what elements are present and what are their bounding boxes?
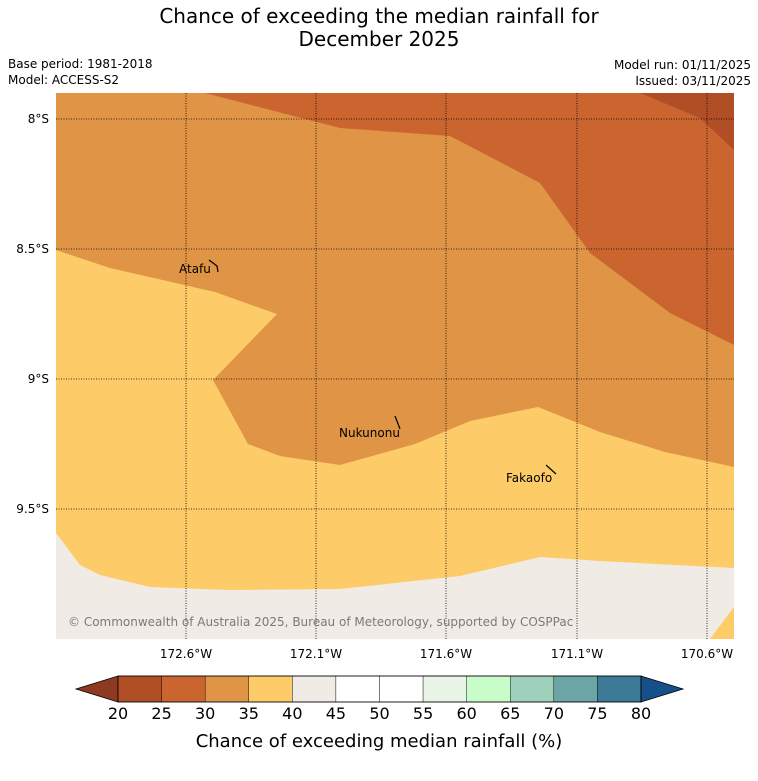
place-label-atafu: Atafu (179, 262, 211, 276)
colorbar-tick-30: 30 (194, 704, 216, 723)
colorbar-tick-70: 70 (543, 704, 564, 723)
fakaofo-island-shape (545, 464, 557, 475)
copyright-text: © Commonwealth of Australia 2025, Bureau… (68, 615, 573, 629)
region-35-40-corner (710, 607, 734, 639)
lon-label-170-6w: 170.6°W (680, 647, 734, 661)
colorbar-extend-under (74, 675, 119, 703)
lon-label-171-6w: 171.6°W (419, 647, 473, 661)
region-20-25-upper (205, 93, 734, 345)
map-area (56, 93, 734, 639)
colorbar-segment-35-40 (248, 675, 293, 703)
lat-label-9s: 9°S (27, 372, 49, 386)
colorbar-tick-20: 20 (107, 704, 129, 723)
colorbar-tick-60: 60 (456, 704, 477, 723)
model-run: Model run: 01/11/2025 (613, 58, 751, 72)
colorbar-tick-55: 55 (412, 704, 434, 723)
lon-label-172-6w: 172.6°W (159, 647, 213, 661)
colorbar-tick-50: 50 (369, 704, 390, 723)
colorbar-segment-75-80 (597, 675, 642, 703)
map-title: Chance of exceeding the median rainfall … (0, 5, 758, 51)
meta-left: Base period: 1981-2018 Model: ACCESS-S2 (8, 56, 153, 88)
gridlines (56, 93, 734, 639)
colorbar-tick-40: 40 (282, 704, 303, 723)
lon-label-172-1w: 172.1°W (289, 647, 343, 661)
region-40-45-south (56, 533, 734, 639)
colorbar-segment-25-30 (161, 675, 206, 703)
model-name: Model: ACCESS-S2 (8, 73, 120, 87)
base-period: Base period: 1981-2018 (8, 57, 153, 71)
lat-label-8-5s: 8.5°S (16, 242, 49, 256)
colorbar-title: Chance of exceeding median rainfall (%) (195, 731, 563, 752)
colorbar-segment-65-70 (510, 675, 555, 703)
title-line-1: Chance of exceeding the median rainfall … (159, 4, 599, 28)
colorbar-segment-55-60 (422, 675, 467, 703)
colorbar-tick-80: 80 (630, 704, 652, 723)
colorbar-tick-75: 75 (587, 704, 608, 723)
nukunonu-island-shape (394, 415, 401, 430)
colorbar-segment-50-55 (379, 675, 424, 703)
lat-label-9-5s: 9.5°S (16, 502, 49, 516)
place-label-nukunonu: Nukunonu (339, 426, 400, 440)
colorbar-outline (117, 675, 642, 703)
colorbar-tick-25: 25 (151, 704, 172, 723)
region-20-25-corner (640, 93, 734, 150)
colorbar-tick-65: 65 (500, 704, 521, 723)
place-label-fakaofo: Fakaofo (506, 471, 552, 485)
colorbar-segment-70-75 (553, 675, 598, 703)
island-outlines (208, 259, 557, 475)
colorbar-segment-30-35 (204, 675, 249, 703)
meta-right: Model run: 01/11/2025 Issued: 03/11/2025 (614, 57, 751, 89)
lat-label-8s: 8°S (27, 112, 49, 126)
colorbar-segment-60-65 (466, 675, 511, 703)
colorbar-tick-45: 45 (325, 704, 347, 723)
issued-date: Issued: 03/11/2025 (635, 74, 751, 88)
region-35-40-lower (56, 250, 734, 639)
colorbar-tick-35: 35 (238, 704, 259, 723)
colorbar (74, 675, 685, 703)
colorbar-segment-40-45 (292, 675, 337, 703)
atafu-island-shape (208, 259, 219, 273)
colorbar-segment-45-50 (335, 675, 380, 703)
title-line-2: December 2025 (298, 27, 460, 51)
lon-label-171-1w: 171.1°W (550, 647, 604, 661)
colorbar-extend-over (640, 675, 685, 703)
colorbar-segment-20-25 (117, 675, 162, 703)
